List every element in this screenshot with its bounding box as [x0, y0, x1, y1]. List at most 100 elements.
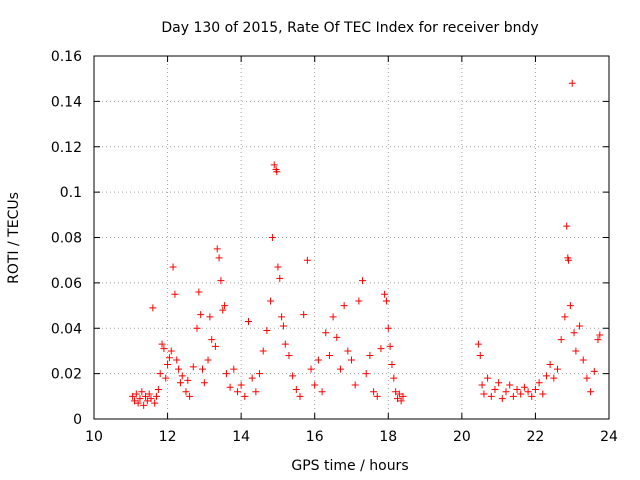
- data-point: [285, 351, 293, 359]
- data-point: [143, 397, 151, 405]
- data-point: [296, 392, 304, 400]
- data-point: [520, 383, 528, 391]
- data-point: [318, 388, 326, 396]
- data-point: [381, 290, 389, 298]
- x-tick-label: 14: [232, 429, 250, 445]
- data-point: [498, 395, 506, 403]
- data-point: [186, 392, 194, 400]
- data-point: [184, 376, 192, 384]
- y-tick-label: 0.02: [51, 367, 82, 383]
- data-point: [129, 392, 137, 400]
- data-point: [268, 234, 276, 241]
- data-point: [164, 361, 172, 369]
- data-point: [373, 392, 381, 400]
- data-point: [535, 379, 543, 387]
- data-point: [566, 302, 574, 310]
- data-point: [151, 399, 159, 407]
- data-point: [165, 354, 173, 362]
- data-point: [596, 331, 604, 339]
- data-point: [531, 386, 539, 394]
- data-point: [576, 322, 584, 330]
- data-point: [199, 365, 207, 373]
- data-point: [200, 379, 208, 387]
- y-tick-label: 0.14: [51, 94, 82, 110]
- data-point: [259, 347, 267, 355]
- data-point: [267, 297, 275, 305]
- data-point: [333, 333, 341, 341]
- data-point: [217, 277, 225, 285]
- data-point: [325, 351, 333, 359]
- data-point: [480, 390, 488, 398]
- data-point: [142, 392, 149, 400]
- data-point: [256, 370, 264, 378]
- y-tick-label: 0.08: [51, 231, 82, 247]
- x-tick-label: 10: [85, 429, 103, 445]
- data-point: [140, 401, 148, 409]
- data-point: [524, 388, 532, 396]
- chart-title: Day 130 of 2015, Rate Of TEC Index for r…: [161, 20, 538, 36]
- data-point: [474, 340, 482, 348]
- grid-layer: [94, 56, 609, 419]
- data-point: [278, 313, 286, 321]
- data-point: [390, 374, 398, 382]
- data-point: [154, 386, 162, 394]
- data-point: [206, 313, 214, 321]
- data-point: [252, 388, 260, 396]
- data-point: [563, 222, 571, 230]
- data-point: [175, 365, 183, 373]
- data-point: [579, 356, 587, 364]
- data-point: [587, 388, 595, 396]
- data-point: [487, 392, 495, 400]
- data-point: [395, 390, 403, 398]
- data-point: [149, 304, 157, 312]
- data-point: [248, 374, 256, 382]
- data-point: [134, 399, 142, 407]
- data-point: [136, 395, 144, 403]
- y-axis-label: ROTI / TECUs: [6, 192, 22, 284]
- data-point: [222, 370, 230, 378]
- data-point: [359, 277, 367, 285]
- x-tick-label: 18: [379, 429, 397, 445]
- y-tick-label: 0: [73, 412, 82, 428]
- data-point: [193, 324, 201, 332]
- data-point: [204, 356, 212, 364]
- y-tick-label: 0.04: [51, 321, 82, 337]
- plot-frame: [93, 55, 610, 420]
- data-point: [399, 392, 407, 400]
- data-point: [300, 311, 308, 319]
- data-point: [554, 365, 561, 373]
- data-point: [208, 336, 216, 344]
- data-point: [171, 290, 179, 298]
- data-point: [270, 161, 278, 169]
- data-point: [156, 370, 164, 378]
- data-point: [167, 347, 175, 355]
- data-point: [502, 388, 510, 396]
- data-point: [355, 297, 363, 305]
- data-point: [528, 392, 536, 400]
- y-tick-label: 0.16: [51, 49, 82, 65]
- data-point: [370, 388, 378, 396]
- data-point: [303, 256, 311, 264]
- data-point: [557, 336, 565, 344]
- data-point: [245, 317, 252, 325]
- y-tick-label: 0.12: [51, 140, 82, 156]
- x-tick-label: 16: [306, 429, 324, 445]
- data-point: [195, 288, 203, 296]
- data-point: [329, 313, 337, 321]
- data-point: [568, 79, 576, 87]
- data-point: [160, 345, 168, 353]
- data-point: [292, 386, 300, 394]
- data-point: [386, 342, 394, 350]
- x-tick-label: 20: [453, 429, 471, 445]
- data-point: [590, 367, 598, 375]
- data-point: [382, 297, 390, 305]
- x-tick-label: 12: [159, 429, 177, 445]
- data-point: [542, 372, 550, 380]
- data-point: [176, 379, 184, 387]
- data-point: [233, 388, 241, 396]
- data-point: [344, 347, 352, 355]
- data-point: [491, 386, 499, 394]
- data-point: [221, 302, 229, 310]
- data-point: [132, 390, 140, 398]
